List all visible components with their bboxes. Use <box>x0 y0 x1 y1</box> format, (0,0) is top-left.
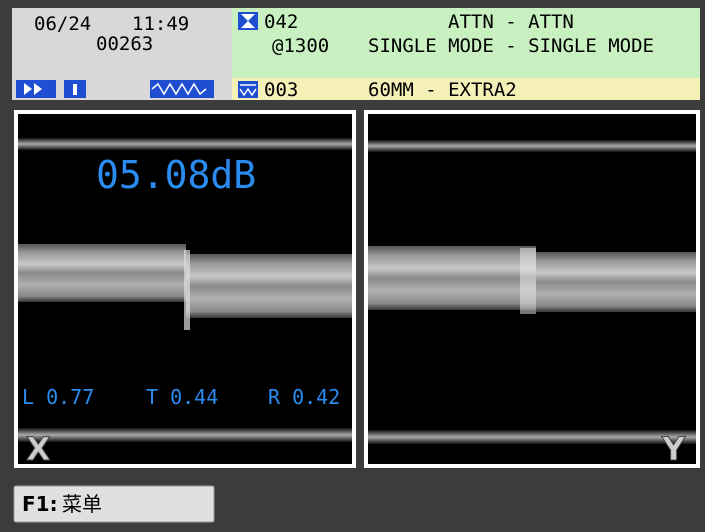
fiber-left <box>368 246 536 310</box>
wavelength: @1300 <box>272 35 329 57</box>
angle-left: L 0.77 <box>22 385 94 409</box>
fiber-edge <box>368 430 696 444</box>
heat-mode: 60MM - EXTRA2 <box>368 79 517 101</box>
splice-point <box>520 248 536 314</box>
count: 00263 <box>96 33 153 55</box>
image-x-label: X <box>26 430 51 468</box>
date: 06/24 <box>34 13 91 35</box>
info-glyph <box>73 84 77 95</box>
splice-point <box>184 250 190 330</box>
angle-center: T 0.44 <box>146 385 218 409</box>
time: 11:49 <box>132 13 189 35</box>
program-number: 042 <box>264 11 298 33</box>
fiber-edge <box>18 428 352 442</box>
fiber-type: SINGLE MODE - SINGLE MODE <box>368 35 654 57</box>
softkey-label: 菜单 <box>62 492 102 516</box>
fiber-right <box>536 252 696 312</box>
screen: 06/24 11:49 00263 042 ATTN - ATTN @1300 … <box>0 0 705 532</box>
fiber-edge <box>18 138 352 150</box>
fiber-left <box>18 244 186 302</box>
heat-number: 003 <box>264 79 298 101</box>
fiber-edge <box>368 140 696 152</box>
page: {"header": {"date": "06/24", "time": "11… <box>0 0 705 532</box>
loss: 05.08dB <box>96 153 256 197</box>
splice-mode: ATTN - ATTN <box>448 11 574 33</box>
softkey-key: F1: <box>22 492 58 516</box>
image-y-label: Y <box>661 430 686 468</box>
angle-right: R 0.42 <box>268 385 340 409</box>
fiber-right <box>186 254 352 318</box>
